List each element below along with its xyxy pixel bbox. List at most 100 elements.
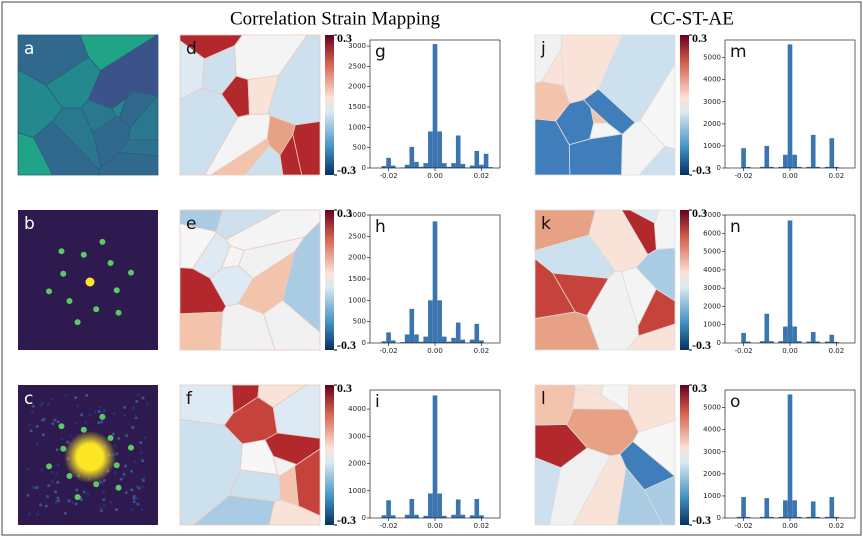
x-tick-label: 0.02	[474, 347, 490, 355]
x-tick-label: -0.02	[380, 172, 398, 180]
noise	[36, 425, 39, 428]
noise	[55, 473, 58, 476]
bar	[405, 165, 410, 168]
bar	[437, 493, 442, 518]
noise	[123, 406, 126, 409]
noise	[112, 432, 115, 435]
bar	[764, 314, 769, 343]
noise	[131, 508, 134, 511]
spot	[93, 481, 99, 487]
x-tick-label: -0.02	[380, 522, 398, 530]
noise	[27, 494, 30, 497]
noise	[141, 459, 144, 462]
spot	[60, 271, 66, 277]
noise	[140, 508, 143, 511]
y-tick-label: 7000	[703, 211, 721, 219]
noise	[103, 409, 106, 412]
bar	[811, 332, 816, 343]
noise	[57, 420, 60, 423]
y-tick-label: 4000	[703, 426, 721, 434]
panel-label: b	[24, 214, 35, 234]
bar	[409, 147, 414, 168]
y-tick-label: 6000	[703, 229, 721, 237]
spot	[128, 445, 134, 451]
noise	[50, 397, 53, 400]
x-tick-label: 0.02	[474, 172, 490, 180]
noise	[57, 464, 60, 467]
x-tick-label: 0.02	[829, 347, 845, 355]
noise	[124, 464, 127, 467]
noise	[76, 404, 79, 407]
noise	[87, 492, 90, 495]
noise	[133, 461, 136, 464]
noise	[141, 485, 144, 488]
noise	[75, 502, 78, 505]
noise	[98, 406, 101, 409]
bar	[788, 220, 793, 343]
bar	[461, 515, 466, 518]
bar	[783, 500, 788, 518]
bar	[741, 333, 746, 343]
noise	[139, 441, 142, 444]
noise	[94, 410, 97, 413]
noise	[47, 484, 50, 487]
panel-label: h	[375, 217, 386, 237]
noise	[88, 413, 91, 416]
noise	[84, 421, 87, 424]
noise	[137, 487, 140, 490]
noise	[115, 508, 118, 511]
header: CC-ST-AE	[650, 8, 734, 29]
y-tick-label: 4000	[703, 76, 721, 84]
noise	[132, 407, 135, 410]
bar	[428, 300, 433, 343]
bar	[783, 155, 788, 168]
colorbar-label: -0.3	[337, 513, 356, 527]
noise	[130, 488, 133, 491]
y-tick-label: 0	[362, 514, 366, 522]
noise	[144, 436, 147, 439]
noise	[68, 499, 71, 502]
bar	[391, 340, 396, 343]
x-tick-label: -0.02	[380, 347, 398, 355]
noise	[131, 426, 134, 429]
noise	[50, 471, 53, 474]
noise	[41, 401, 44, 404]
bar	[811, 135, 816, 168]
bar	[456, 323, 461, 343]
colorbar	[325, 35, 334, 175]
bar	[451, 163, 456, 168]
panel-label: d	[186, 39, 197, 59]
noise	[74, 396, 77, 399]
noise	[53, 419, 56, 422]
colorbar	[680, 385, 689, 525]
noise	[57, 499, 60, 502]
x-tick-label: 0.00	[782, 347, 798, 355]
colorbar-label: 0.3	[337, 381, 352, 395]
x-tick-label: 0.00	[427, 347, 443, 355]
colorbar-label: -0.3	[337, 338, 356, 352]
bar	[437, 131, 442, 168]
bar	[386, 158, 391, 168]
y-tick-label: 500	[353, 144, 366, 152]
noise	[123, 414, 126, 417]
y-tick-label: 2000	[703, 302, 721, 310]
noise	[80, 413, 83, 416]
y-tick-label: 2000	[348, 254, 366, 262]
colorbar-label: 0.3	[692, 381, 707, 395]
y-tick-label: 1000	[348, 123, 366, 131]
y-tick-label: 0	[717, 164, 721, 172]
bar	[414, 334, 419, 343]
panel-label: i	[375, 392, 380, 412]
noise	[114, 444, 117, 447]
noise	[83, 490, 86, 493]
bar	[433, 221, 438, 343]
noise	[136, 503, 139, 506]
grain	[180, 312, 223, 350]
y-tick-label: 2000	[348, 83, 366, 91]
bar	[829, 497, 834, 518]
colorbar	[680, 210, 689, 350]
y-tick-label: 4000	[703, 266, 721, 274]
noise	[46, 495, 49, 498]
noise	[47, 403, 50, 406]
panel-label: e	[186, 214, 196, 234]
